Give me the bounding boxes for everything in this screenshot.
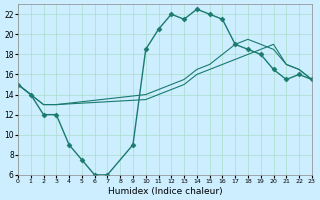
X-axis label: Humidex (Indice chaleur): Humidex (Indice chaleur) [108,187,222,196]
